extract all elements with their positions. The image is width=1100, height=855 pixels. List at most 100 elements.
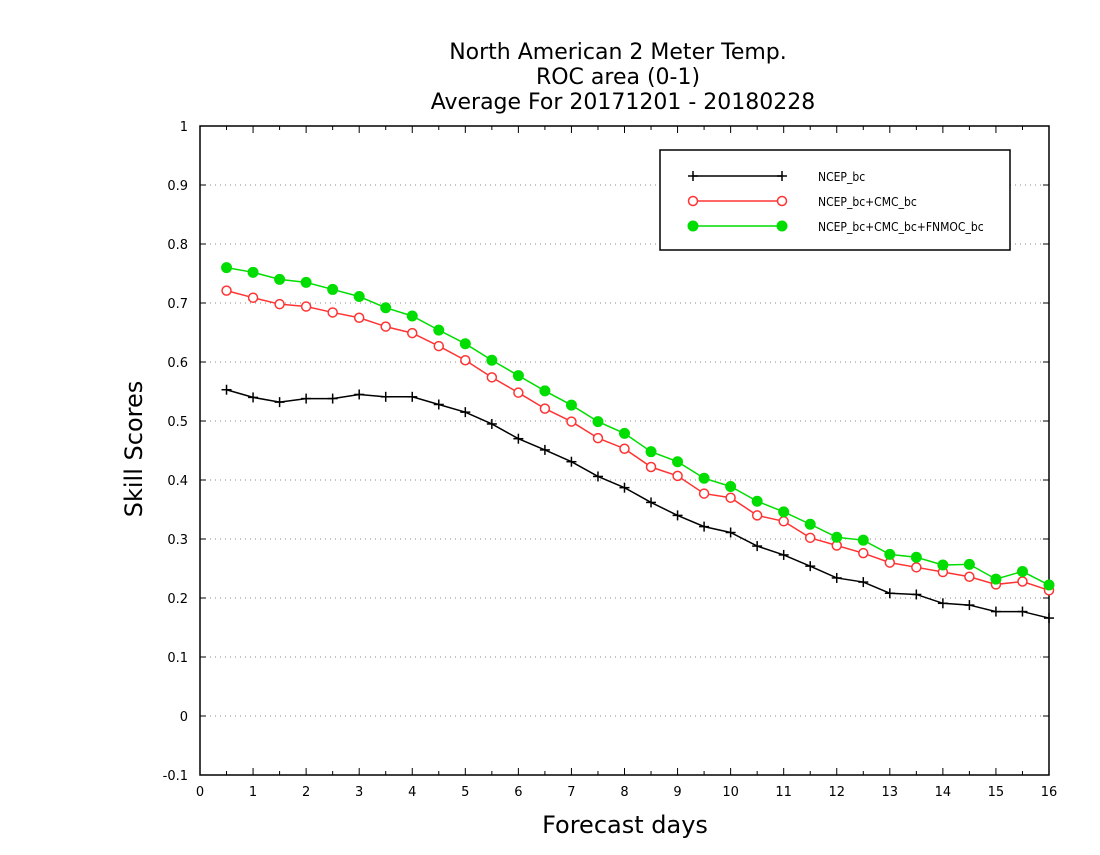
legend-marker xyxy=(776,195,788,207)
data-point xyxy=(433,324,445,336)
x-tick-label: 3 xyxy=(355,785,363,800)
data-point xyxy=(937,559,949,571)
y-tick-label: 0.6 xyxy=(167,356,188,371)
data-point xyxy=(221,285,232,296)
data-point xyxy=(353,291,365,303)
data-point xyxy=(539,385,551,397)
data-point xyxy=(407,327,418,339)
legend-marker xyxy=(776,220,788,232)
data-point xyxy=(805,561,816,572)
x-tick-label: 9 xyxy=(673,785,681,800)
data-point xyxy=(831,572,842,583)
data-point xyxy=(1044,613,1054,624)
axes: -0.100.10.20.30.40.50.60.70.80.910 1 2 3 4 5 6… xyxy=(163,120,1058,800)
data-point xyxy=(672,470,683,482)
data-point xyxy=(778,516,789,527)
x-tick-label: 0 xyxy=(196,785,204,800)
data-point xyxy=(327,307,338,318)
x-tick-label: 7 xyxy=(567,785,575,800)
data-point xyxy=(327,393,338,404)
data-point xyxy=(486,354,498,366)
data-point xyxy=(725,480,737,492)
x-tick-label: 8 xyxy=(620,785,628,800)
data-point xyxy=(619,482,630,493)
data-point xyxy=(513,433,524,444)
data-point xyxy=(619,427,630,439)
y-tick-label: -0.1 xyxy=(163,769,188,784)
data-point xyxy=(566,416,577,427)
legend-entry: NCEP_bc xyxy=(688,170,865,184)
data-point xyxy=(645,461,657,473)
data-point xyxy=(778,549,789,560)
legend-label: NCEP_bc+CMC_bc xyxy=(818,195,917,209)
title-line-3: Average For 20171201 - 20180228 xyxy=(431,90,816,115)
data-point xyxy=(433,340,445,352)
y-tick-label: 0.1 xyxy=(167,651,188,666)
data-point xyxy=(592,432,604,444)
data-point xyxy=(460,407,471,418)
x-tick-label: 10 xyxy=(722,785,739,800)
data-point xyxy=(646,497,657,508)
data-point xyxy=(725,492,736,503)
data-point xyxy=(698,472,710,484)
data-point xyxy=(911,562,922,573)
data-point xyxy=(910,551,922,563)
data-point xyxy=(1043,579,1055,591)
title-line-1: North American 2 Meter Temp. xyxy=(449,40,787,65)
data-point xyxy=(248,392,259,403)
legend-label: NCEP_bc+CMC_bc+FNMOC_bc xyxy=(818,220,984,234)
legend-marker xyxy=(688,171,698,181)
y-tick-label: 0.2 xyxy=(167,592,188,607)
x-tick-label: 6 xyxy=(514,785,522,800)
legend-marker xyxy=(687,195,699,207)
data-point xyxy=(804,518,816,530)
data-point xyxy=(247,266,259,278)
x-tick-label: 11 xyxy=(775,785,792,800)
data-point xyxy=(1017,576,1028,587)
data-point xyxy=(460,354,471,366)
data-point xyxy=(1017,606,1028,617)
legend-box xyxy=(659,149,1011,251)
y-tick-label: 0.7 xyxy=(167,297,188,312)
data-point xyxy=(407,391,418,402)
data-point xyxy=(512,370,524,382)
legend-label: NCEP_bc xyxy=(818,170,865,184)
data-point xyxy=(672,456,684,468)
data-point xyxy=(300,276,312,288)
x-tick-label: 1 xyxy=(249,785,257,800)
data-point xyxy=(751,495,763,507)
data-point xyxy=(884,548,896,560)
data-point xyxy=(274,273,286,285)
data-point xyxy=(592,416,604,428)
data-point xyxy=(406,310,418,322)
data-point xyxy=(964,600,975,611)
data-point xyxy=(937,598,948,609)
data-point xyxy=(327,283,339,295)
series-line xyxy=(226,289,1050,592)
data-point xyxy=(804,532,816,544)
x-tick-label: 13 xyxy=(882,785,899,800)
data-point xyxy=(247,292,259,303)
data-point xyxy=(221,384,232,395)
series-1 xyxy=(221,384,1054,624)
data-point xyxy=(486,372,498,383)
data-point xyxy=(911,589,922,600)
data-point xyxy=(1016,565,1028,577)
data-point xyxy=(300,301,312,312)
data-point xyxy=(964,571,975,583)
data-point xyxy=(380,391,391,402)
data-point xyxy=(274,298,285,310)
data-point xyxy=(645,446,657,458)
data-point xyxy=(857,534,869,546)
data-point xyxy=(963,558,975,570)
data-point xyxy=(619,443,630,454)
y-tick-label: 0.4 xyxy=(167,474,188,489)
data-point xyxy=(221,262,233,274)
data-point xyxy=(380,321,391,332)
y-tick-label: 1 xyxy=(180,120,188,135)
legend-entry: NCEP_bc+CMC_bc+FNMOC_bc xyxy=(687,220,984,234)
data-point xyxy=(990,606,1001,617)
data-point xyxy=(354,389,365,400)
chart-title: North American 2 Meter Temp. ROC area (0… xyxy=(431,40,816,115)
